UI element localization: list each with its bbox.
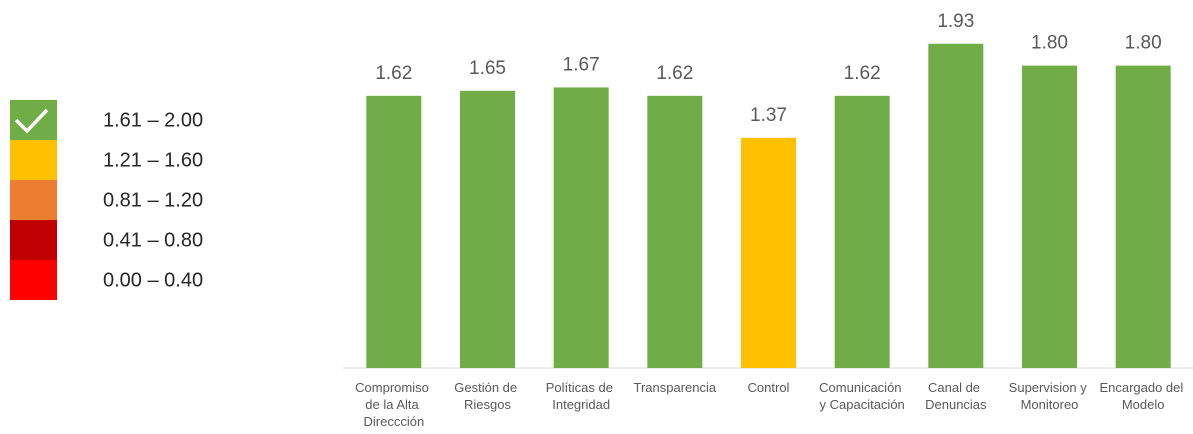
legend: 1.61 – 2.00 1.21 – 1.60 0.81 – 1.20 0.41 – … <box>10 100 203 300</box>
bar <box>366 95 422 368</box>
data-label: 1.62 <box>844 63 881 84</box>
x-tick-label: Canal de Denuncias <box>925 380 987 412</box>
legend-swatch <box>10 220 57 260</box>
legend-label: 1.21 – 1.60 <box>103 149 203 171</box>
data-label: 1.80 <box>1031 33 1068 54</box>
x-tick-label: Compromiso de la Alta Direccción <box>355 380 432 429</box>
x-tick-label: Transparencia <box>634 380 717 395</box>
check-icon <box>14 108 49 134</box>
data-label: 1.67 <box>563 54 600 75</box>
x-tick-label: Políticas de Integridad <box>546 380 617 412</box>
x-tick-label: Supervision y Monitoreo <box>1009 380 1091 412</box>
x-tick-label: Comunicación y Capacitación <box>819 380 905 412</box>
bar <box>741 137 796 368</box>
x-tick-label: Control <box>748 380 790 395</box>
x-tick-label: Gestión de Riesgos <box>454 380 521 412</box>
data-label: 1.62 <box>375 63 412 84</box>
legend-label: 1.61 – 2.00 <box>103 109 203 131</box>
data-label: 1.65 <box>469 58 506 79</box>
legend-label: 0.81 – 1.20 <box>103 189 203 211</box>
legend-label: 0.00 – 0.40 <box>103 269 203 291</box>
data-label: 1.80 <box>1125 33 1162 54</box>
legend-swatch <box>10 260 57 300</box>
bar <box>1022 65 1077 368</box>
x-tick-label: Encargado del Modelo <box>1099 380 1186 412</box>
bar <box>1115 65 1171 368</box>
legend-swatch <box>10 140 57 180</box>
bar <box>834 95 890 368</box>
bar <box>928 43 984 368</box>
data-label: 1.62 <box>656 63 693 84</box>
legend-label: 0.41 – 0.80 <box>103 229 203 251</box>
bar <box>647 95 703 368</box>
bar <box>553 87 609 368</box>
data-label: 1.37 <box>750 105 787 126</box>
legend-swatch <box>10 180 57 220</box>
data-label: 1.93 <box>937 11 974 32</box>
bar <box>460 90 515 369</box>
